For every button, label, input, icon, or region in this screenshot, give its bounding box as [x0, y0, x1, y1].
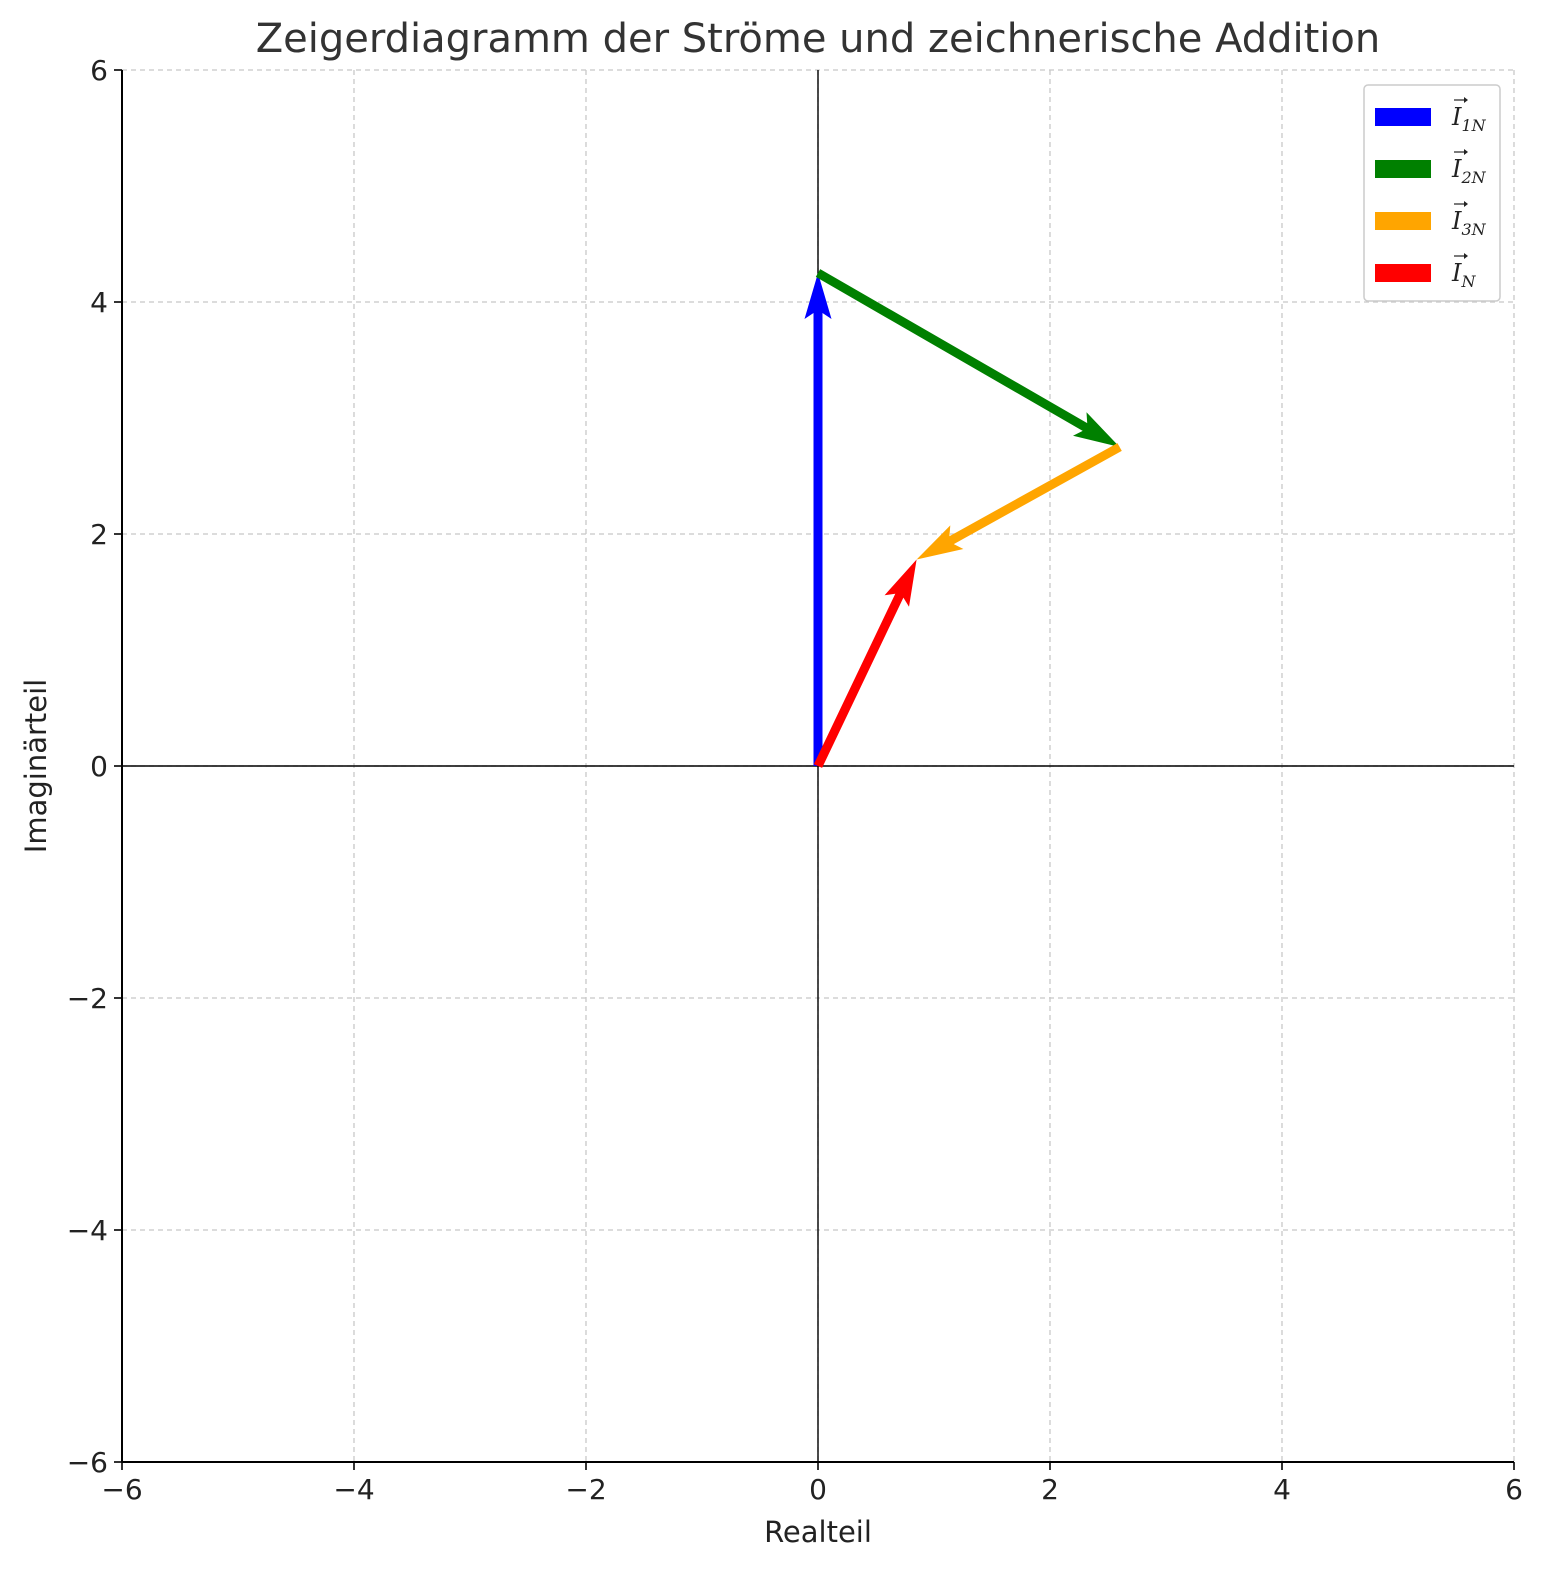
legend-vector-head — [1464, 201, 1468, 207]
legend-vector-head — [1464, 97, 1468, 103]
x-tick-label: −6 — [101, 1473, 142, 1506]
phasor-arrow-i2n — [815, 269, 1120, 447]
legend-swatch-in — [1375, 264, 1431, 282]
y-tick-label: −2 — [67, 982, 108, 1015]
legend-label-subscript: N — [1460, 272, 1476, 291]
y-tick-label: 2 — [90, 518, 108, 551]
legend-label-subscript: 1N — [1461, 116, 1486, 135]
x-tick-label: 4 — [1273, 1473, 1291, 1506]
x-tick-label: −2 — [565, 1473, 606, 1506]
legend-swatch-i2n — [1375, 160, 1431, 178]
legend-label-main: I — [1451, 155, 1462, 183]
legend-label-in: IN — [1451, 259, 1476, 291]
x-tick-label: 6 — [1505, 1473, 1523, 1506]
legend-label-i2n: I2N — [1451, 155, 1487, 187]
legend-label-i1n: I1N — [1451, 103, 1487, 135]
legend-swatch-i3n — [1375, 212, 1431, 230]
x-tick-label: 0 — [809, 1473, 827, 1506]
legend-box — [1363, 84, 1501, 302]
y-axis-label: Imaginärteil — [19, 679, 53, 853]
legend-label-main: I — [1451, 103, 1462, 131]
y-tick-label: 0 — [90, 750, 108, 783]
phasor-arrow-in — [813, 559, 917, 768]
legend-vector-head — [1464, 253, 1468, 259]
legend-label-main: I — [1451, 259, 1462, 287]
legend-label-main: I — [1451, 207, 1462, 235]
axis-ticks: −6 −4 −2 0 2 4 6 −6 −4 −2 0 2 4 6 — [67, 54, 1523, 1506]
legend-label-subscript: 2N — [1460, 168, 1486, 187]
x-tick-label: −4 — [333, 1473, 374, 1506]
legend-label-i3n: I3N — [1451, 207, 1487, 239]
y-tick-label: −4 — [67, 1214, 108, 1247]
x-tick-label: 2 — [1041, 1473, 1059, 1506]
phasor-arrow-i3n — [916, 443, 1122, 560]
phasor-arrow-i1n — [804, 273, 832, 766]
phasor-arrows — [804, 269, 1122, 768]
legend-label-subscript: 3N — [1461, 220, 1486, 239]
legend-vector-head — [1464, 149, 1468, 155]
y-tick-label: −6 — [67, 1446, 108, 1479]
y-tick-label: 4 — [90, 286, 108, 319]
legend-swatch-i1n — [1375, 108, 1431, 126]
chart-title: Zeigerdiagramm der Ströme und zeichneris… — [256, 16, 1381, 62]
y-tick-label: 6 — [90, 54, 108, 87]
x-axis-label: Realteil — [764, 1515, 872, 1549]
